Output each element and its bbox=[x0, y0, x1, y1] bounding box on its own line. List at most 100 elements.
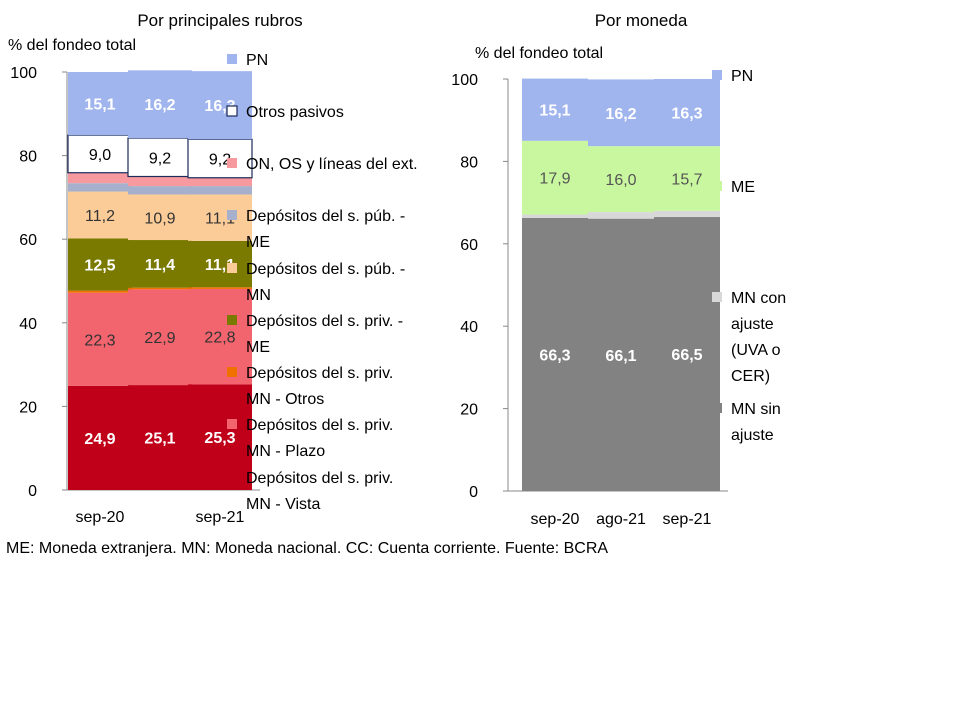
y-tick-label: 40 bbox=[19, 316, 37, 333]
legend-label: PN bbox=[246, 52, 268, 69]
legend-swatch bbox=[227, 158, 237, 168]
data-label: 16,2 bbox=[605, 106, 636, 123]
bar-segment bbox=[522, 140, 588, 215]
legend-label: MN - Vista bbox=[246, 496, 320, 513]
data-label: 15,1 bbox=[84, 97, 115, 114]
data-label: 15,1 bbox=[539, 103, 570, 120]
bar-segment bbox=[68, 238, 132, 291]
legend-swatch bbox=[712, 292, 722, 302]
data-label: 66,3 bbox=[539, 347, 570, 364]
data-label: 9,2 bbox=[209, 152, 231, 169]
data-label: 25,1 bbox=[144, 431, 175, 448]
legend-label: Otros pasivos bbox=[246, 104, 344, 121]
bar-segment bbox=[67, 134, 133, 174]
legend-swatch bbox=[227, 263, 237, 273]
data-label: 22,8 bbox=[204, 330, 235, 347]
bar-segment bbox=[68, 385, 132, 490]
chart-2: Por moneda % del fondeo total 0 20 40 60 80 100… bbox=[451, 11, 786, 528]
legend-label: ME bbox=[731, 179, 755, 196]
bar-segment bbox=[128, 176, 192, 187]
data-label: 9,0 bbox=[89, 147, 111, 164]
data-label: 24,9 bbox=[84, 431, 115, 448]
bar-segment bbox=[188, 287, 252, 289]
bar-segment bbox=[127, 137, 193, 178]
bar-segment bbox=[588, 79, 654, 147]
data-label: 16,2 bbox=[144, 97, 175, 114]
bar-segment bbox=[128, 287, 192, 290]
legend-swatch bbox=[227, 367, 237, 377]
legend-swatch bbox=[227, 54, 237, 64]
bar-segment bbox=[588, 212, 654, 219]
data-label: 11,4 bbox=[145, 257, 175, 274]
y-tick-label: 20 bbox=[19, 399, 37, 416]
legend-label: MN - Plazo bbox=[246, 443, 325, 460]
y-tick-label: 100 bbox=[451, 72, 478, 89]
legend-label: CER) bbox=[731, 368, 770, 385]
legend-swatch bbox=[227, 419, 237, 429]
data-label: 9,2 bbox=[149, 150, 171, 167]
bar-segment bbox=[68, 290, 132, 293]
legend-label: Depósitos del s. priv. bbox=[246, 470, 393, 487]
bar-segment bbox=[522, 217, 588, 491]
data-label: 16,0 bbox=[605, 172, 636, 189]
y-axis-label: % del fondeo total bbox=[475, 45, 603, 62]
bar-segment bbox=[128, 186, 192, 195]
y-tick-label: 80 bbox=[460, 154, 478, 171]
x-tick-label: sep-21 bbox=[196, 509, 245, 526]
chart-1: Por principales rubros% del fondeo total… bbox=[8, 11, 418, 526]
legend-label: ajuste bbox=[731, 316, 774, 333]
x-tick-label: ago-21 bbox=[596, 511, 646, 528]
bar-segment bbox=[188, 186, 252, 195]
data-label: 66,5 bbox=[671, 347, 702, 364]
legend-swatch bbox=[227, 210, 237, 220]
legend-swatch bbox=[712, 181, 722, 191]
legend-label: Depósitos del s. priv. - bbox=[246, 313, 403, 330]
legend-label: Depósitos del s. priv. bbox=[246, 365, 393, 382]
y-tick-label: 100 bbox=[10, 65, 37, 82]
legend-label: PN bbox=[731, 68, 753, 85]
chart-title: Por moneda bbox=[595, 11, 688, 30]
legend-label: Depósitos del s. púb. - bbox=[246, 208, 405, 225]
bar-segment bbox=[588, 218, 654, 491]
data-label: 10,9 bbox=[144, 210, 175, 227]
bar-segment bbox=[522, 78, 588, 141]
y-tick-label: 0 bbox=[28, 483, 37, 500]
data-label: 25,3 bbox=[204, 430, 235, 447]
data-label: 17,9 bbox=[539, 171, 570, 188]
x-tick-label: sep-21 bbox=[663, 511, 712, 528]
y-tick-label: 0 bbox=[469, 484, 478, 501]
bar-segment bbox=[188, 194, 252, 241]
y-tick-label: 20 bbox=[460, 402, 478, 419]
y-axis-label: % del fondeo total bbox=[8, 37, 136, 54]
data-label: 22,3 bbox=[84, 332, 115, 349]
legend-label: Depósitos del s. púb. - bbox=[246, 261, 405, 278]
bar-segment bbox=[654, 79, 720, 147]
footnote: ME: Moneda extranjera. MN: Moneda nacion… bbox=[6, 540, 609, 557]
bar-segment bbox=[188, 384, 252, 490]
bar-segment bbox=[68, 72, 132, 136]
bar-segment bbox=[187, 138, 253, 179]
data-label: 22,9 bbox=[144, 330, 175, 347]
bar-segment bbox=[128, 70, 192, 139]
data-label: 16,3 bbox=[671, 106, 702, 123]
bar-segment bbox=[654, 210, 720, 218]
y-tick-label: 60 bbox=[19, 232, 37, 249]
bar-segment bbox=[654, 217, 720, 491]
legend-swatch bbox=[712, 403, 722, 413]
bar-segment bbox=[588, 146, 654, 213]
bar-segment bbox=[128, 240, 192, 288]
legend-swatch bbox=[227, 472, 237, 482]
bar-segment bbox=[522, 214, 588, 218]
x-tick-label: sep-20 bbox=[76, 509, 125, 526]
bar-segment bbox=[188, 177, 252, 187]
y-tick-label: 60 bbox=[460, 237, 478, 254]
y-tick-label: 40 bbox=[460, 319, 478, 336]
legend-label: ajuste bbox=[731, 427, 774, 444]
bar-segment bbox=[128, 289, 192, 386]
data-label: 11,2 bbox=[85, 208, 115, 225]
bar-segment bbox=[68, 292, 132, 386]
legend-label: MN sin bbox=[731, 401, 781, 418]
x-tick-label: sep-20 bbox=[531, 511, 580, 528]
bar-segment bbox=[188, 240, 252, 288]
